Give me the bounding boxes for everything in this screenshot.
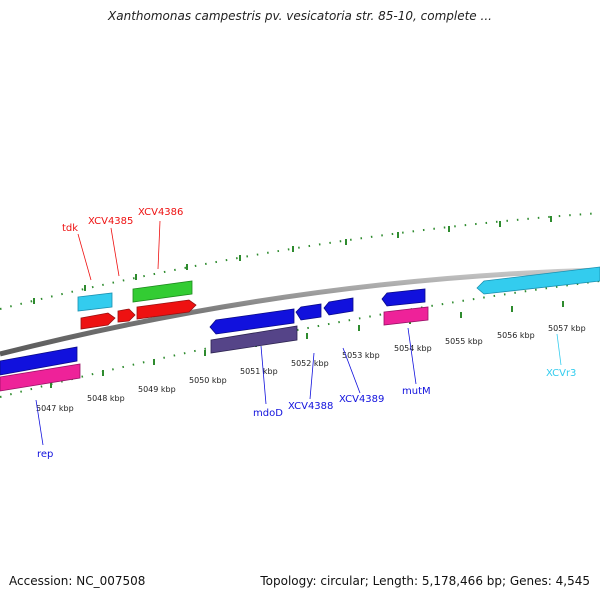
scale-label: 5050 kbp [189,376,227,385]
gene-label-xcv4386[interactable]: XCV4386 [138,207,183,218]
lower-strand-genes [0,306,429,392]
accession-text: Accession: NC_007508 [9,574,146,588]
label-leaders [35,220,562,446]
scale-label: 5049 kbp [138,385,176,394]
scale-label: 5056 kbp [497,331,535,340]
gene-xcv4388-feature[interactable] [295,303,322,321]
genome-backbone [0,267,600,357]
scale-label: 5048 kbp [87,394,125,403]
gene-label-tdk[interactable]: tdk [62,223,78,234]
gene-xcv4385-red-feature[interactable] [80,312,116,330]
gene-xcv4386-green-feature[interactable] [132,280,193,303]
gene-red-small-feature[interactable] [117,308,136,323]
upper-major-ticks [33,216,552,304]
gene-mutM-pink-feature[interactable] [383,306,429,326]
scale-label: 5057 kbp [548,324,586,333]
gene-labels: tdk XCV4385 XCV4386 rep mdoD XCV4388 XCV… [37,207,576,460]
gene-mutM-feature[interactable] [381,288,426,307]
scale-labels: 5047 kbp 5048 kbp 5049 kbp 5050 kbp 5051… [36,324,586,413]
gene-xcvr3-feature[interactable] [476,266,600,295]
gene-xcv4389-feature[interactable] [323,297,354,316]
scale-label: 5055 kbp [445,337,483,346]
gene-label-xcvr3[interactable]: XCVr3 [546,368,576,379]
gene-label-mdoD[interactable]: mdoD [253,408,283,419]
gene-label-xcv4385[interactable]: XCV4385 [88,216,133,227]
gene-label-xcv4388[interactable]: XCV4388 [288,401,333,412]
scale-label: 5051 kbp [240,367,278,376]
scale-label: 5052 kbp [291,359,329,368]
gene-mdoD-purple-feature[interactable] [210,325,298,354]
gene-label-xcv4389[interactable]: XCV4389 [339,394,384,405]
scale-label: 5053 kbp [342,351,380,360]
upper-strand-genes [77,266,600,335]
gene-rep-blue-feature[interactable] [0,346,78,376]
gene-xcv4386-red-feature[interactable] [136,299,197,320]
scale-label: 5054 kbp [394,344,432,353]
genome-summary-text: Topology: circular; Length: 5,178,466 bp… [260,574,590,588]
gene-rep-pink-feature[interactable] [0,363,81,392]
gene-tdk-feature[interactable] [77,292,113,312]
scale-label: 5047 kbp [36,404,74,413]
gene-label-mutM[interactable]: mutM [402,386,431,397]
genome-title: Xanthomonas campestris pv. vesicatoria s… [108,9,492,23]
gene-label-rep[interactable]: rep [37,449,53,460]
gene-mdoD-feature[interactable] [209,308,295,335]
